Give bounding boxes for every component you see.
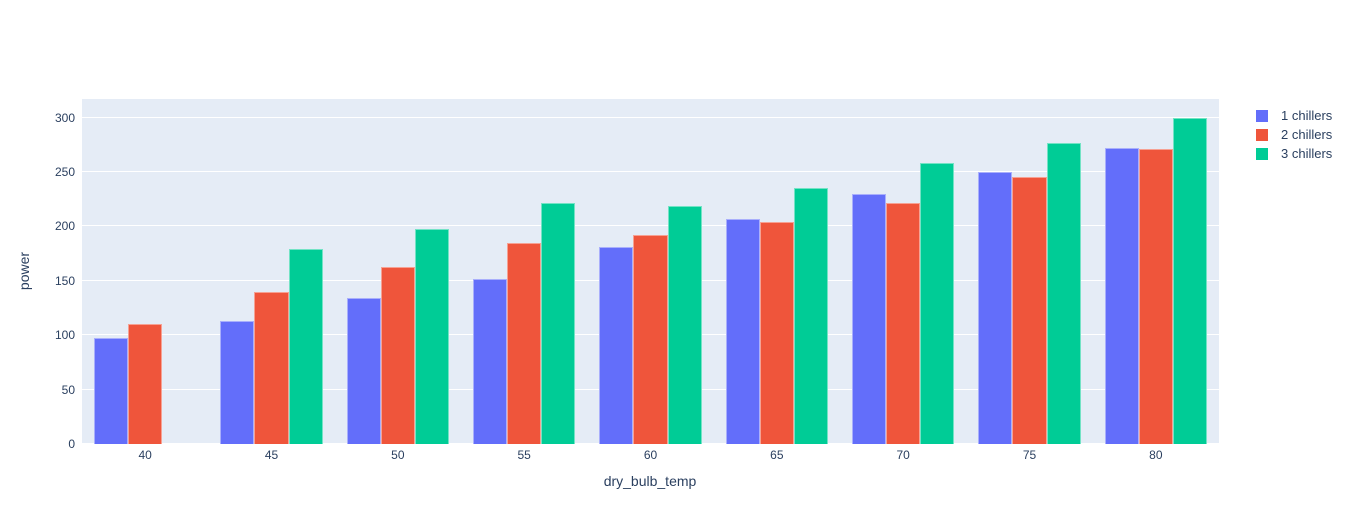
x-tick-label: 55 (517, 448, 531, 462)
plot-area[interactable] (82, 99, 1219, 444)
bar-3-chillers-80[interactable] (1172, 117, 1207, 444)
bar-1-chillers-50[interactable] (346, 298, 381, 444)
bar-2-chillers-70[interactable] (886, 203, 921, 444)
y-tick-label: 250 (54, 164, 75, 179)
bar-1-chillers-80[interactable] (1104, 147, 1139, 444)
bar-2-chillers-80[interactable] (1138, 149, 1173, 444)
gridline-300 (82, 116, 1219, 118)
bar-1-chillers-65[interactable] (725, 218, 760, 444)
bar-3-chillers-60[interactable] (667, 205, 702, 444)
bar-3-chillers-45[interactable] (288, 249, 323, 444)
legend-item-1-chillers[interactable]: 1 chillers (1256, 106, 1332, 125)
gridline-250 (82, 170, 1219, 172)
legend-item-3-chillers[interactable]: 3 chillers (1256, 144, 1332, 163)
bar-2-chillers-50[interactable] (380, 266, 415, 444)
legend-label: 3 chillers (1281, 146, 1333, 161)
y-tick-label: 150 (54, 273, 75, 288)
bar-3-chillers-70[interactable] (920, 163, 955, 444)
x-tick-label: 45 (264, 448, 279, 462)
bar-3-chillers-65[interactable] (793, 188, 828, 444)
x-tick-label: 50 (391, 448, 405, 462)
bar-2-chillers-75[interactable] (1012, 177, 1047, 444)
bar-2-chillers-40[interactable] (128, 324, 163, 444)
gridline-200 (82, 225, 1219, 227)
bar-3-chillers-75[interactable] (1046, 142, 1081, 444)
bar-2-chillers-60[interactable] (633, 235, 668, 444)
x-tick-label: 65 (770, 448, 784, 462)
legend-label: 2 chillers (1281, 127, 1333, 142)
y-tick-label: 50 (61, 382, 75, 397)
x-tick-label: 70 (896, 448, 910, 462)
bar-1-chillers-55[interactable] (473, 278, 508, 444)
bar-2-chillers-65[interactable] (759, 221, 794, 444)
legend-item-2-chillers[interactable]: 2 chillers (1256, 125, 1332, 144)
legend: 1 chillers 2 chillers 3 chillers (1256, 106, 1332, 163)
legend-swatch-icon (1256, 128, 1268, 141)
bar-3-chillers-55[interactable] (541, 203, 576, 444)
legend-label: 1 chillers (1281, 108, 1333, 123)
y-axis-title: power (16, 251, 32, 291)
legend-swatch-icon (1256, 147, 1268, 160)
bar-1-chillers-45[interactable] (220, 321, 255, 444)
bar-1-chillers-40[interactable] (94, 338, 129, 444)
bar-2-chillers-45[interactable] (254, 291, 289, 444)
y-tick-label: 100 (54, 328, 75, 343)
bar-2-chillers-55[interactable] (507, 242, 542, 444)
legend-swatch-icon (1256, 109, 1268, 122)
bar-1-chillers-60[interactable] (599, 247, 634, 444)
x-tick-label: 75 (1022, 448, 1037, 462)
bar-1-chillers-75[interactable] (978, 171, 1013, 444)
x-axis-title: dry_bulb_temp (603, 473, 697, 489)
y-tick-label: 300 (54, 110, 75, 125)
x-tick-label: 80 (1149, 448, 1163, 462)
x-tick-label: 40 (138, 448, 152, 462)
x-tick-label: 60 (643, 448, 658, 462)
y-tick-label: 200 (54, 219, 75, 234)
bar-3-chillers-50[interactable] (414, 228, 449, 444)
bar-1-chillers-70[interactable] (852, 193, 887, 444)
y-tick-label: 0 (68, 437, 75, 451)
